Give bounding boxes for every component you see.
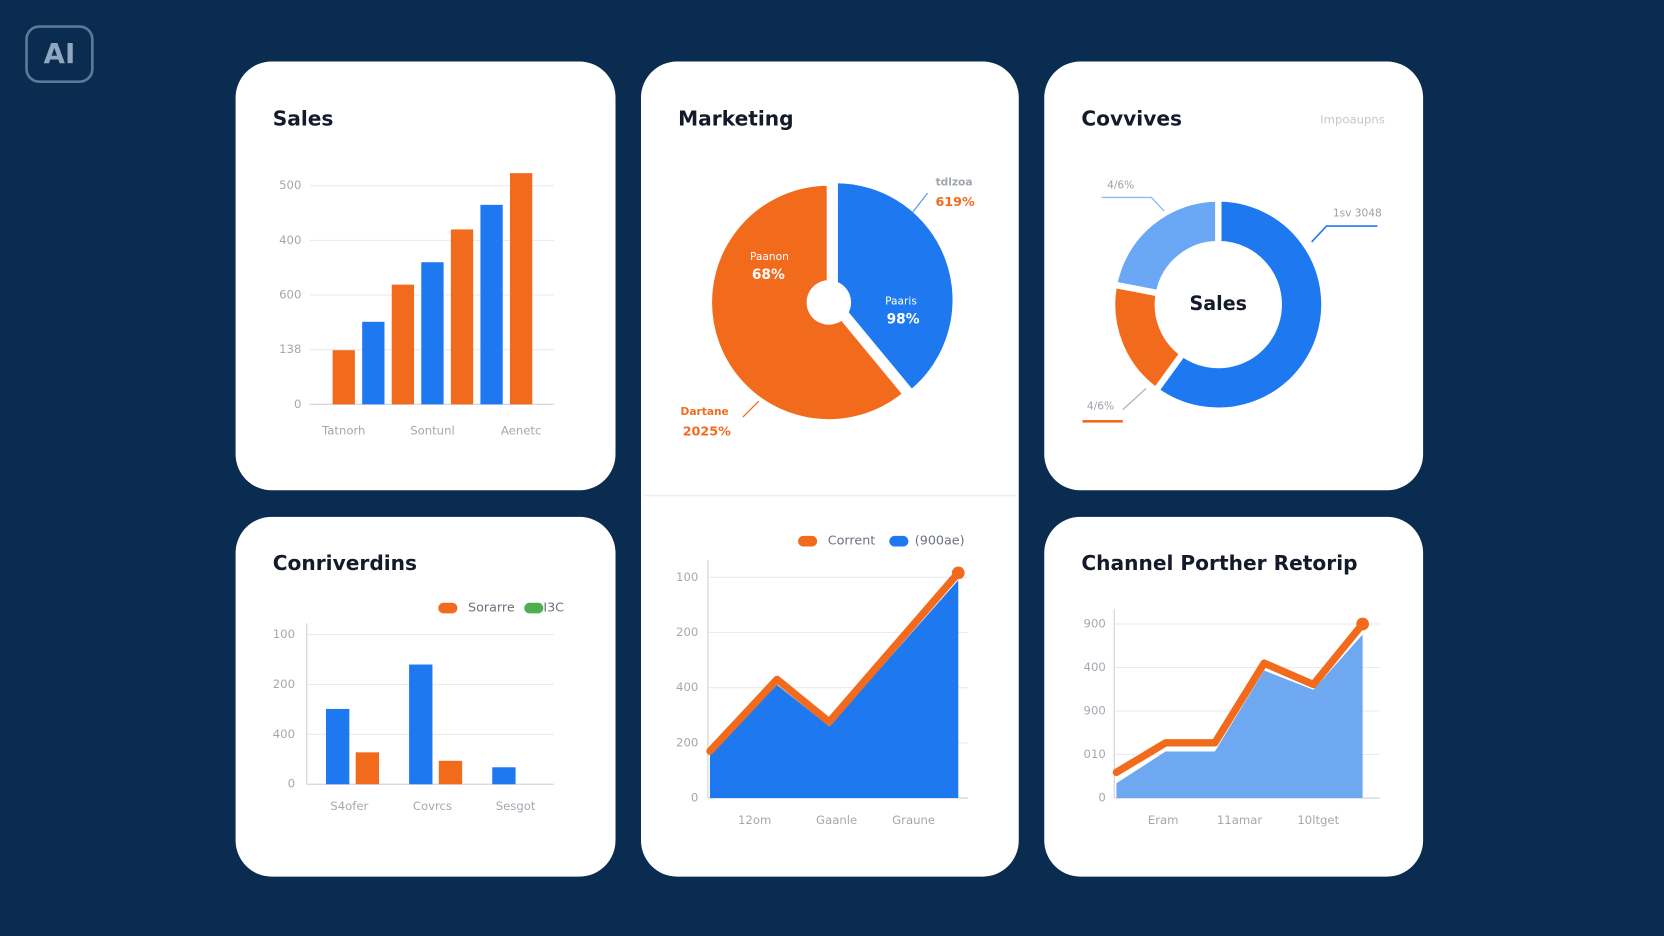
- y-tick-label: 200: [273, 677, 295, 691]
- leader-line: [742, 400, 760, 418]
- y-tick-label: 500: [279, 178, 301, 192]
- bar: [332, 350, 355, 405]
- legend-swatch: [889, 535, 909, 547]
- badge-frame: [25, 25, 94, 84]
- leader-line: [912, 192, 929, 213]
- end-dot: [951, 566, 965, 580]
- legend-label: I3C: [543, 601, 564, 616]
- badge-text: AI: [44, 37, 76, 70]
- y-tick-label: 900: [1084, 704, 1106, 718]
- end-dot: [1356, 617, 1369, 631]
- y-tick-label: 400: [1084, 660, 1106, 674]
- x-tick-label: Eram: [1148, 813, 1179, 827]
- annotation: 68%: [752, 267, 785, 283]
- line: [706, 569, 962, 755]
- annotation: 4/6%: [1107, 179, 1134, 192]
- card-title: Covvives: [1081, 106, 1182, 130]
- annotation: 98%: [887, 311, 920, 327]
- leader-line: [1101, 196, 1165, 212]
- x-tick-label: Tatnorh: [321, 423, 365, 437]
- y-tick-label: 400: [279, 233, 301, 247]
- legend-label: Sorarre: [468, 601, 515, 616]
- bar: [362, 321, 385, 405]
- center-label: Sales: [1190, 292, 1248, 315]
- card-title: Marketing: [678, 106, 793, 130]
- y-tick-label: 100: [273, 627, 295, 641]
- pie-hole: [806, 280, 852, 325]
- x-tick-label: Graune: [892, 813, 935, 827]
- x-tick-label: Sesgot: [496, 799, 536, 813]
- area: [1116, 634, 1363, 799]
- card-title: Conriverdins: [273, 551, 417, 575]
- legend-label: Corrent: [828, 534, 876, 549]
- annotation: Dartane: [681, 405, 729, 418]
- card-title: Sales: [273, 106, 334, 130]
- x-tick-label: Sontunl: [410, 423, 455, 437]
- x-tick-label: 11amar: [1217, 813, 1262, 827]
- leader-line: [1311, 225, 1378, 243]
- y-tick-label: 900: [1084, 617, 1106, 631]
- y-tick-label: 400: [676, 680, 698, 694]
- x-tick-label: S4ofer: [330, 799, 368, 813]
- bar: [355, 752, 380, 785]
- bar: [421, 262, 444, 405]
- bar: [391, 284, 415, 405]
- x-tick-label: Aenetc: [501, 423, 541, 437]
- y-tick-label: 138: [279, 342, 301, 356]
- bar: [480, 204, 503, 405]
- card: [1044, 61, 1424, 491]
- card-title: Channel Porther Retorip: [1081, 551, 1357, 575]
- donut-segment: [1151, 195, 1328, 414]
- x-tick-label: 10ltget: [1297, 813, 1339, 827]
- annotation: 1sv 3048: [1333, 206, 1382, 219]
- x-tick-label: Covrcs: [413, 799, 452, 813]
- y-tick-label: 010: [1084, 747, 1106, 761]
- y-tick-label: 600: [279, 288, 301, 302]
- bar: [409, 664, 433, 785]
- annotation: tdlzoa: [936, 176, 973, 189]
- bar: [438, 760, 463, 785]
- slice-label: Paanon: [750, 250, 789, 263]
- bar: [492, 767, 516, 785]
- pie-slice: [833, 178, 957, 395]
- y-tick-label: 200: [676, 625, 698, 639]
- area: [709, 580, 959, 799]
- legend-swatch: [524, 602, 544, 614]
- donut-segment: [1110, 195, 1222, 297]
- leader-line: [1122, 387, 1147, 411]
- legend-swatch: [438, 602, 458, 614]
- annotation: 4/6%: [1087, 399, 1114, 412]
- y-tick-label: 200: [676, 735, 698, 749]
- x-tick-label: Gaanle: [816, 813, 857, 827]
- legend-swatch: [798, 535, 818, 547]
- y-tick-label: 0: [1098, 791, 1105, 805]
- y-tick-label: 0: [294, 397, 301, 411]
- annotation: 619%: [935, 195, 975, 210]
- y-tick-label: 100: [676, 570, 698, 584]
- bar: [325, 708, 350, 785]
- card-subtitle: Impoaupns: [1320, 112, 1385, 126]
- y-tick-label: 0: [691, 791, 698, 805]
- slice-label: Paaris: [885, 294, 917, 307]
- bar: [450, 229, 474, 405]
- y-tick-label: 400: [273, 727, 295, 741]
- bar: [509, 173, 533, 405]
- line: [1112, 620, 1367, 777]
- y-tick-label: 0: [288, 777, 295, 791]
- x-tick-label: 12om: [738, 813, 771, 827]
- legend-label: (900ae): [915, 534, 965, 549]
- annotation: 2025%: [683, 424, 731, 439]
